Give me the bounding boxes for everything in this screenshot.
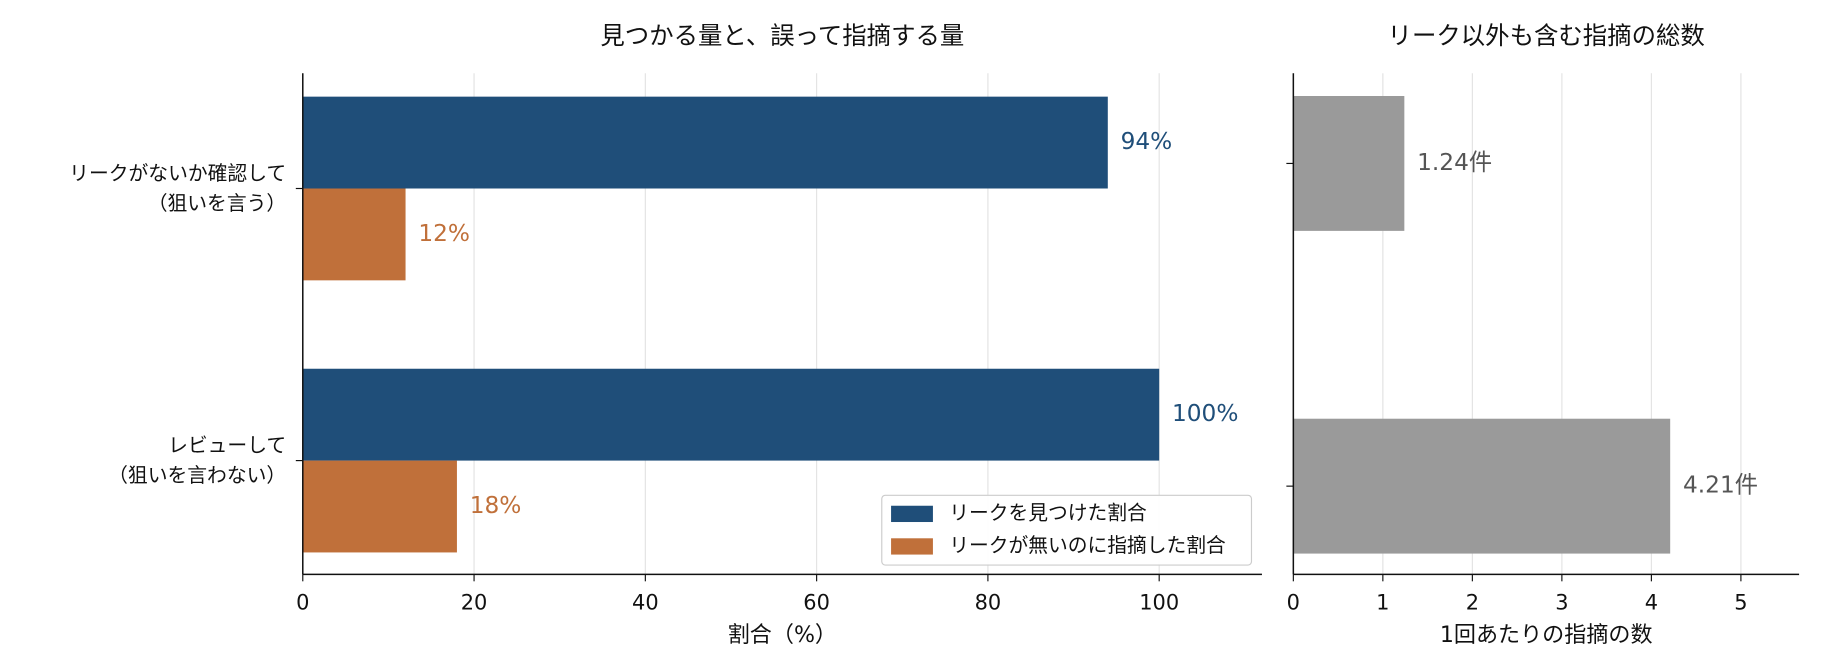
bar bbox=[302, 368, 1160, 461]
bar bbox=[1293, 418, 1671, 554]
x-axis-label: 割合（%） bbox=[728, 623, 837, 648]
value-label: 12% bbox=[418, 220, 470, 247]
bar bbox=[302, 96, 1108, 189]
chart-title: 見つかる量と、誤って指摘する量 bbox=[600, 21, 964, 50]
x-tick-label: 2 bbox=[1466, 590, 1479, 614]
legend-box bbox=[881, 494, 1253, 566]
x-axis-label: 1回あたりの指摘の数 bbox=[1440, 623, 1653, 648]
x-tick-label: 0 bbox=[296, 590, 309, 614]
x-tick-label: 5 bbox=[1734, 590, 1747, 614]
bar bbox=[302, 460, 457, 553]
legend-label: リークを見つけた割合 bbox=[949, 501, 1147, 524]
x-tick-label: 1 bbox=[1376, 590, 1389, 614]
x-tick-label: 0 bbox=[1287, 590, 1300, 614]
legend-swatch bbox=[891, 505, 933, 523]
y-tick-label: リークがないか確認して （狙いを言う） bbox=[69, 161, 287, 215]
value-label: 4.21件 bbox=[1683, 472, 1758, 499]
value-label: 1.24件 bbox=[1417, 149, 1492, 176]
chart-title: リーク以外も含む指摘の総数 bbox=[1388, 21, 1705, 50]
value-label: 94% bbox=[1121, 128, 1173, 155]
x-tick-label: 20 bbox=[461, 590, 488, 614]
x-tick-label: 60 bbox=[803, 590, 830, 614]
x-tick-label: 80 bbox=[975, 590, 1002, 614]
y-tick-label: レビューして （狙いを言わない） bbox=[108, 433, 287, 487]
x-tick-label: 100 bbox=[1139, 590, 1179, 614]
value-label: 18% bbox=[470, 492, 522, 519]
bar bbox=[302, 188, 406, 281]
bar bbox=[1293, 96, 1405, 231]
x-tick-label: 40 bbox=[632, 590, 659, 614]
value-label: 100% bbox=[1172, 400, 1238, 427]
legend-swatch bbox=[891, 538, 933, 555]
x-tick-label: 3 bbox=[1555, 590, 1568, 614]
legend-label: リークが無いのに指摘した割合 bbox=[949, 534, 1226, 557]
x-tick-label: 4 bbox=[1645, 590, 1658, 614]
